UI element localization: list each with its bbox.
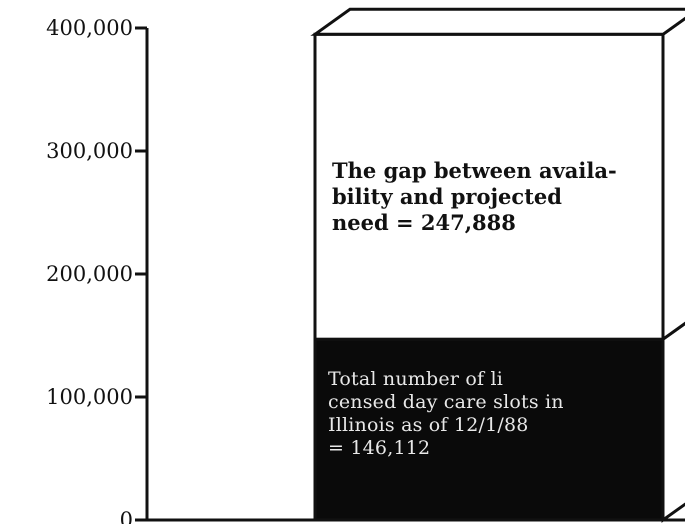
y-tick-label: 300,000 xyxy=(46,139,133,163)
available-annotation-line-3: Illinois as of 12/1/88 xyxy=(328,414,529,436)
bar-gap-side xyxy=(661,16,685,343)
y-axis-ticks: 400,000 300,000 200,000 100,000 0 xyxy=(46,16,147,524)
y-tick-label: 0 xyxy=(120,508,133,524)
bar-top-face xyxy=(310,7,685,36)
y-tick-label: 200,000 xyxy=(46,262,133,286)
available-slots-annotation: Total number of li censed day care slots… xyxy=(328,368,648,460)
y-tick-label: 400,000 xyxy=(46,16,133,40)
gap-annotation-line-1: The gap between availa- xyxy=(332,158,617,183)
gap-annotation-line-3: need = 247,888 xyxy=(332,210,516,235)
gap-annotation-line-2: bility and projected xyxy=(332,184,562,209)
bar-available-side xyxy=(661,321,685,523)
available-annotation-line-1: Total number of li xyxy=(328,368,503,390)
available-annotation-line-2: censed day care slots in xyxy=(328,391,564,413)
y-tick-label: 100,000 xyxy=(46,385,133,409)
available-annotation-line-4: = 146,112 xyxy=(328,437,431,459)
gap-annotation: The gap between availa- bility and proje… xyxy=(332,158,652,236)
bar-stack xyxy=(310,7,685,523)
